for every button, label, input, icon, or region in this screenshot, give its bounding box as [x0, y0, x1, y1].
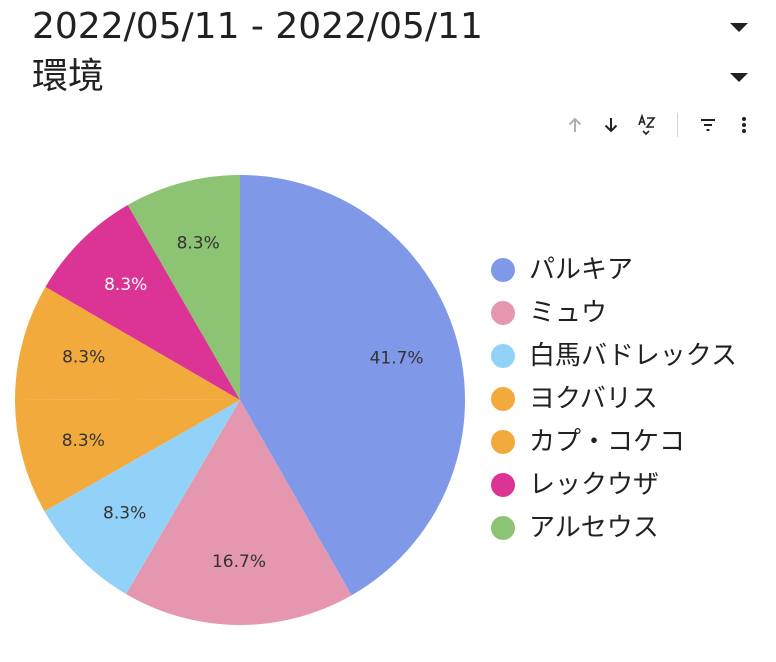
- filter-icon: [701, 119, 715, 131]
- pie-slice[interactable]: [44, 400, 240, 594]
- legend-label[interactable]: アルセウス: [529, 513, 659, 543]
- more-options-button[interactable]: [726, 110, 762, 140]
- legend-label[interactable]: ヨクバリス: [529, 384, 658, 414]
- legend-label[interactable]: カプ・コケコ: [529, 427, 685, 457]
- slice-percent-label: 8.3%: [62, 347, 105, 367]
- slice-percent-label: 16.7%: [212, 552, 266, 572]
- legend-swatch: [491, 430, 515, 454]
- more-vert-icon: [742, 117, 746, 133]
- slice-percent-label: 8.3%: [62, 431, 105, 451]
- sort-az-button[interactable]: [629, 110, 665, 140]
- legend-swatch: [491, 258, 515, 282]
- slice-percent-label: 8.3%: [103, 504, 146, 524]
- environment-text: 環境: [32, 56, 105, 97]
- slice-percent-label: 8.3%: [177, 233, 220, 253]
- legend-label[interactable]: 白馬バドレックス: [529, 341, 737, 371]
- slice-percent-label: 41.7%: [370, 348, 424, 368]
- toolbar-divider: [677, 113, 678, 137]
- environment-dropdown-icon[interactable]: [730, 72, 748, 82]
- date-range-selector[interactable]: 2022/05/11 - 2022/05/11: [32, 2, 748, 52]
- date-range-dropdown-icon[interactable]: [730, 22, 748, 32]
- environment-selector[interactable]: 環境: [32, 52, 748, 102]
- pie-slice[interactable]: [15, 286, 241, 400]
- slice-percent-label: 8.3%: [104, 275, 147, 295]
- pie-slice[interactable]: [125, 400, 352, 625]
- pie-slice[interactable]: [14, 398, 240, 512]
- arrow-up-icon: [568, 117, 582, 132]
- pie-slice[interactable]: [127, 175, 240, 400]
- legend-label[interactable]: パルキア: [529, 255, 633, 285]
- legend-swatch: [491, 473, 515, 497]
- pie-chart: 41.7% 16.7% 8.3% 8.3% 8.3% 8.3% 8.3% パルキアミュウ白馬バ…: [14, 175, 737, 625]
- pie-slice[interactable]: [240, 175, 465, 596]
- filter-button[interactable]: [690, 110, 726, 140]
- sort-descending-button[interactable]: [593, 110, 629, 140]
- legend-swatch: [491, 516, 515, 540]
- sort-ascending-button[interactable]: [557, 110, 593, 140]
- legend-label[interactable]: ミュウ: [529, 298, 607, 328]
- legend-label[interactable]: レックウザ: [529, 470, 659, 500]
- arrow-down-icon: [604, 118, 618, 133]
- sort-az-icon: [638, 113, 656, 136]
- chart-toolbar: [557, 110, 762, 140]
- legend-swatch: [491, 387, 515, 411]
- pie-slice[interactable]: [45, 204, 241, 400]
- legend-swatch: [491, 344, 515, 368]
- legend-swatch: [491, 301, 515, 325]
- date-range-text: 2022/05/11 - 2022/05/11: [32, 6, 483, 47]
